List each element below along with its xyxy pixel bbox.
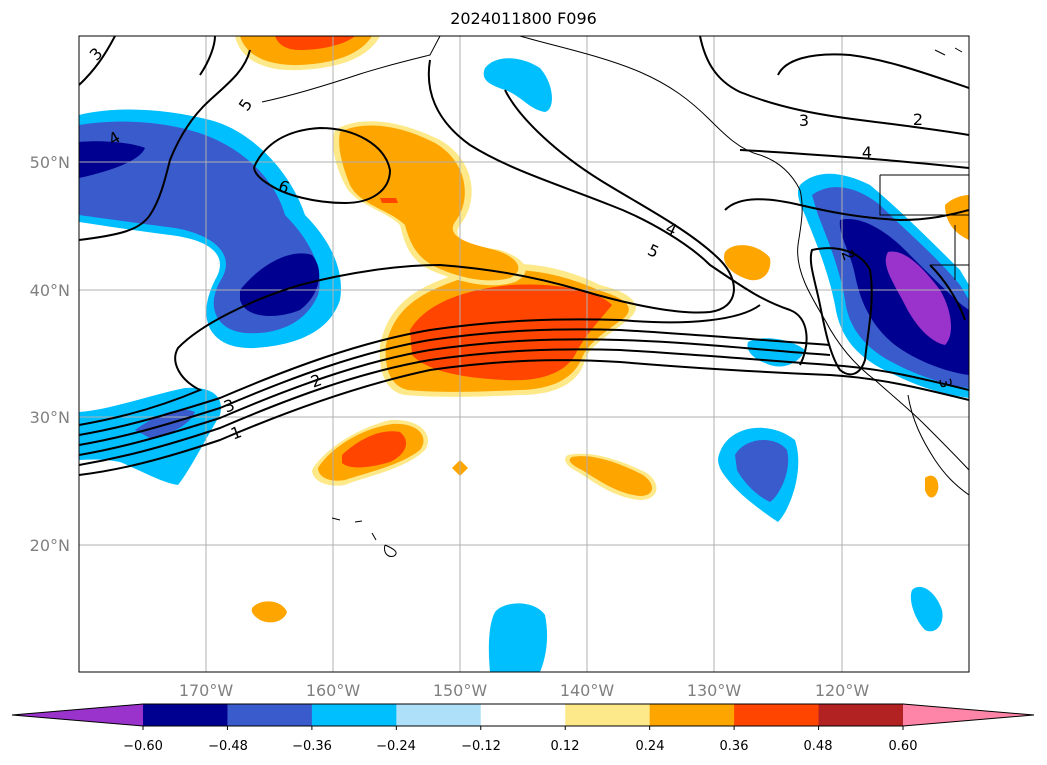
longitude-label: 140°W: [560, 681, 615, 700]
negative-anomaly-west-us-purple: [885, 251, 952, 345]
colorbar-tick-label: −0.36: [292, 739, 332, 754]
positive-anomaly-streak-core: [569, 456, 653, 496]
positive-anomaly-bottom-left: [251, 601, 287, 623]
colorbar-tick-label: 0.24: [636, 739, 665, 754]
colorbar-segment: [565, 704, 651, 726]
longitude-label: 120°W: [815, 681, 870, 700]
colorbar-segment: [227, 704, 313, 726]
negative-anomaly-bottom: [488, 603, 548, 672]
colorbar-segment: [311, 704, 397, 726]
negative-anomaly-northwest-deep-2: [240, 253, 320, 316]
map-layers: 3 5 4 6 3 1 2 4 5 3 2 4 2 3: [79, 36, 969, 672]
colorbar-segment: [818, 704, 904, 726]
colorbar-segment: [396, 704, 482, 726]
positive-anomaly-east-edge: [945, 195, 969, 240]
latitude-label: 40°N: [30, 281, 70, 300]
latitude-label: 20°N: [30, 536, 70, 555]
map-title: 2024011800 F096: [450, 9, 597, 28]
latitude-labels: 50°N 40°N 30°N 20°N: [30, 153, 70, 555]
colorbar-segment: [480, 704, 566, 726]
positive-anomaly-north-core: [339, 125, 519, 281]
colorbar-segment: [649, 704, 735, 726]
longitude-label: 160°W: [306, 681, 361, 700]
colorbar: [11, 703, 1035, 730]
map-frame: [78, 35, 970, 673]
coastlines: [261, 36, 969, 557]
negative-anomaly-gulf-small: [483, 58, 552, 112]
contour-label: 3: [935, 376, 955, 389]
positive-anomaly-coastal-small: [724, 245, 771, 281]
colorbar-tick-label: −0.24: [376, 739, 416, 754]
colorbar-tick-label: 0.12: [551, 739, 580, 754]
latitude-label: 30°N: [30, 408, 70, 427]
longitude-label: 130°W: [687, 681, 742, 700]
negative-anomaly-southeast-center-core: [735, 439, 789, 502]
longitude-label: 170°W: [179, 681, 234, 700]
colorbar-segment: [734, 704, 820, 726]
positive-anomaly-baja-small: [925, 475, 939, 498]
colorbar-tick-label: 0.48: [804, 739, 833, 754]
colorbar-extend-max: [903, 704, 1034, 726]
colorbar-extend-min: [12, 704, 143, 726]
positive-anomaly-north-red-dot: [380, 198, 398, 203]
contour-label: 4: [862, 143, 872, 162]
positive-anomaly-midleft-core-red: [342, 431, 407, 468]
colorbar-tick-labels: −0.60 −0.48 −0.36 −0.24 −0.12 0.12 0.24 …: [123, 739, 917, 754]
colorbar-tick-label: 0.60: [889, 739, 918, 754]
colorbar-tick-label: −0.60: [123, 739, 163, 754]
graticule: [79, 36, 969, 672]
positive-anomaly-top-core: [275, 36, 355, 50]
colorbar-tick-label: −0.48: [208, 739, 248, 754]
contour-lines: [79, 36, 969, 476]
contour-label: 3: [799, 111, 809, 130]
colorbar-segment: [143, 704, 228, 726]
colorbar-tick-label: 0.36: [720, 739, 749, 754]
longitude-label: 150°W: [433, 681, 488, 700]
longitude-labels: 170°W 160°W 150°W 140°W 130°W 120°W: [179, 681, 870, 700]
contour-label: 2: [913, 110, 923, 129]
negative-anomaly-bottom-right: [910, 586, 943, 632]
colorbar-tick-label: −0.12: [461, 739, 501, 754]
negative-anomaly-northwest-deep: [79, 141, 145, 178]
shaded-anomalies: [79, 36, 969, 672]
latitude-label: 50°N: [30, 153, 70, 172]
